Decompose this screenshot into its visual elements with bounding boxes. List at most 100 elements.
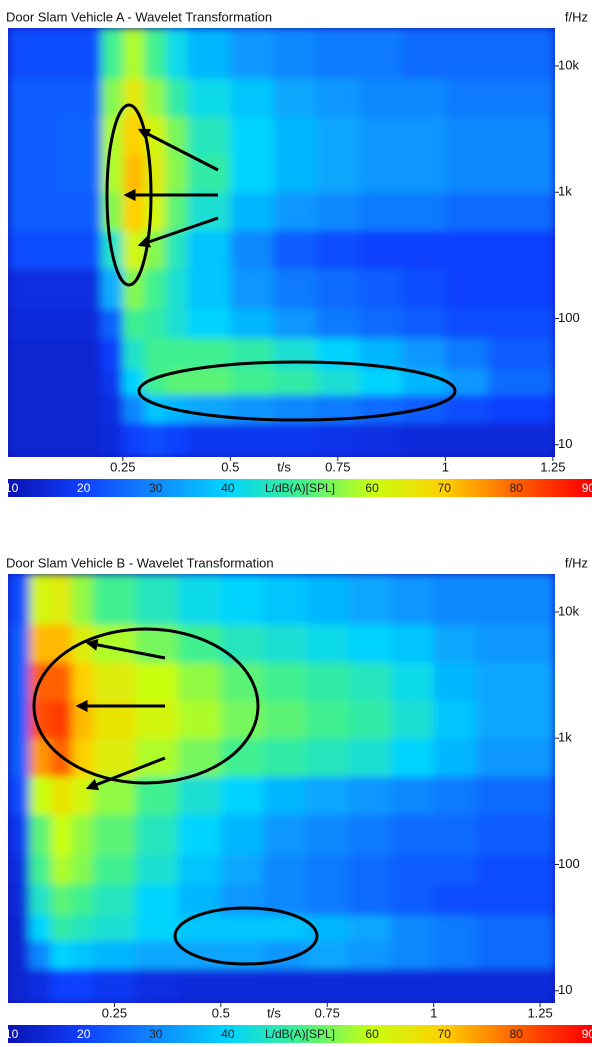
heatmap-cell (402, 116, 446, 155)
heatmap-cell (230, 78, 274, 117)
heatmap-cell (476, 574, 555, 625)
heatmap-cell (8, 968, 30, 1003)
x-tick-label: 0.5 (221, 459, 239, 474)
heatmap-cell (230, 154, 274, 193)
heatmap-cell (316, 308, 360, 339)
heatmap-cell (402, 78, 446, 117)
heatmap-cell (402, 28, 446, 79)
heatmap-cell (29, 914, 52, 942)
colorbar-tick-label: 90 (582, 481, 592, 495)
y-tick-label: 100 (558, 856, 580, 871)
annotation-ellipse (32, 627, 260, 785)
heatmap-cell (29, 968, 52, 1003)
heatmap-cell (135, 884, 179, 916)
heatmap-cell (101, 308, 124, 339)
heatmap-cell (359, 154, 403, 193)
heatmap-cell (50, 814, 73, 856)
heatmap-cell (187, 368, 231, 396)
x-tick-label: 1 (442, 459, 449, 474)
heatmap-cell (488, 394, 555, 424)
heatmap-cell (476, 624, 555, 663)
heatmap-cell (178, 738, 222, 777)
heatmap-cell (178, 854, 222, 885)
heatmap-cell (58, 422, 102, 457)
heatmap-cell (29, 814, 52, 856)
annotation-ellipse (173, 906, 319, 966)
heatmap-cell (8, 624, 30, 663)
heatmap-cell (101, 268, 124, 310)
heatmap-cell (187, 230, 231, 269)
heatmap-cell (488, 422, 555, 457)
heatmap-cell (348, 700, 392, 739)
heatmap-cell (29, 854, 52, 885)
colorbar-tick-label: L/dB(A)[SPL] (265, 1027, 335, 1041)
x-tick-label: 1 (430, 1005, 437, 1020)
annotation-arrow (85, 638, 166, 660)
heatmap-cell (8, 662, 30, 701)
heatmap-cell (230, 422, 274, 457)
heatmap-cell (402, 422, 446, 457)
y-tick-label: 10 (558, 982, 572, 997)
heatmap-cell (58, 28, 102, 79)
heatmap-cell (135, 940, 179, 970)
heatmap-cell (488, 116, 555, 155)
heatmap-cell (359, 308, 403, 339)
heatmap-cell (305, 574, 350, 625)
heatmap-cell (445, 192, 489, 231)
heatmap-cell (8, 776, 30, 815)
heatmap-cell (144, 78, 167, 117)
heatmap-cell (348, 814, 392, 856)
heatmap-cell (316, 28, 360, 79)
heatmap-cell (488, 192, 555, 231)
heatmap-cell (348, 854, 392, 885)
heatmap-cell (178, 968, 222, 1003)
heatmap-cell (476, 940, 555, 970)
heatmap-cell (50, 574, 73, 625)
heatmap-cell (445, 368, 489, 396)
heatmap-cell (348, 662, 392, 701)
heatmap-cell (165, 268, 188, 310)
heatmap-cell (359, 116, 403, 155)
heatmap-cell (488, 230, 555, 269)
heatmap-cell (71, 854, 94, 885)
heatmap-cell (316, 230, 360, 269)
heatmap-cell (122, 28, 145, 79)
heatmap-cell (187, 116, 231, 155)
heatmap-cell (71, 914, 94, 942)
heatmap-cell (187, 154, 231, 193)
heatmap-cell (8, 814, 30, 856)
heatmap-cell (58, 154, 102, 193)
heatmap-cell (273, 338, 317, 370)
heatmap-cell (187, 308, 231, 339)
heatmap-cell (8, 78, 59, 117)
heatmap-cell (93, 814, 137, 856)
colorbar-tick-label: 80 (510, 481, 524, 495)
heatmap-cell (58, 230, 102, 269)
heatmap-cell (178, 940, 222, 970)
heatmap-cell (391, 624, 435, 663)
heatmap-cell (165, 422, 188, 457)
y-tick-label: 1k (558, 184, 572, 199)
heatmap-cell (122, 308, 145, 339)
x-axis-label: t/s (277, 459, 291, 474)
heatmap-cell (445, 394, 489, 424)
heatmap-cell (8, 394, 59, 424)
heatmap-cell (445, 308, 489, 339)
heatmap-cell (348, 884, 392, 916)
x-tick-label: 1.25 (527, 1005, 552, 1020)
heatmap-cell (359, 368, 403, 396)
x-axis-label: t/s (267, 1005, 281, 1020)
heatmap-cell (433, 700, 477, 739)
heatmap-cell (359, 28, 403, 79)
heatmap-cell (101, 78, 124, 117)
heatmap-cell (316, 422, 360, 457)
heatmap-cell (165, 230, 188, 269)
heatmap-cell (165, 154, 188, 193)
heatmap-cell (263, 738, 307, 777)
annotation-arrow (137, 128, 219, 172)
heatmap-cell (433, 854, 477, 885)
heatmap-cell (348, 574, 392, 625)
heatmap-cell (101, 192, 124, 231)
heatmap-cell (93, 574, 137, 625)
